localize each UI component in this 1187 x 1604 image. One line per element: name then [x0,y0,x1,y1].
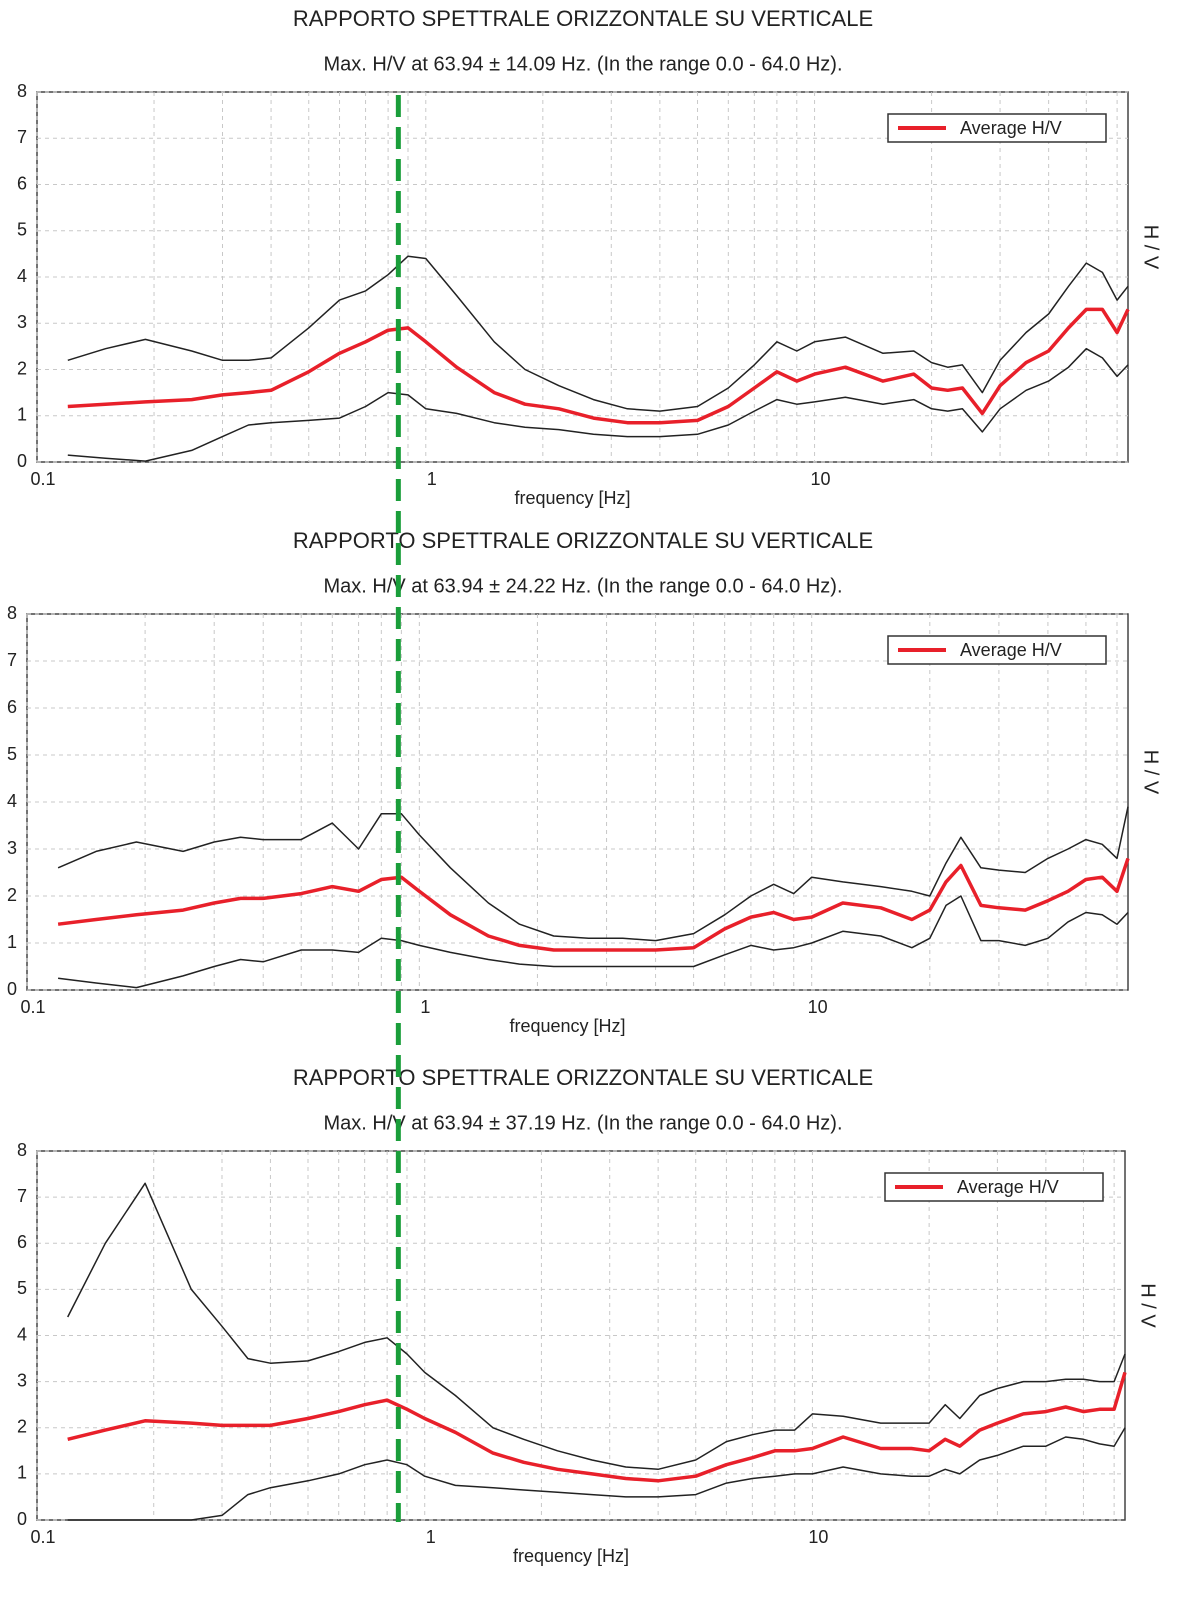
y-tick-label: 5 [17,1278,27,1298]
y-tick-label: 0 [7,979,17,999]
y-tick-label: 0 [17,1509,27,1529]
y-tick-label: 4 [17,1324,27,1344]
x-tick-label: 0.1 [30,469,55,489]
x-tick-label: 1 [426,1527,436,1547]
y-tick-label: 3 [17,312,27,332]
y-tick-label: 1 [7,932,17,952]
x-tick-label: 0.1 [20,997,45,1017]
y-tick-label: 2 [17,358,27,378]
y-tick-label: 8 [7,603,17,623]
y-tick-label: 7 [17,1186,27,1206]
series-line [67,255,1129,412]
y-tick-label: 3 [17,1370,27,1390]
y-tick-label: 4 [7,791,17,811]
y-tick-label: 1 [17,405,27,425]
y-tick-label: 1 [17,1463,27,1483]
y-tick-label: 2 [17,1417,27,1437]
x-tick-label: 10 [811,469,831,489]
y-tick-label: 6 [7,697,17,717]
y-axis-label: H / V [1137,1283,1159,1328]
y-tick-label: 8 [17,81,27,101]
y-axis-label: H / V [1140,225,1162,270]
x-axis-label: frequency [Hz] [513,1546,629,1566]
series-line [67,347,1129,462]
legend-label: Average H/V [957,1177,1059,1197]
plot-area [26,613,1129,991]
chart-subtitle: Max. H/V at 63.94 ± 14.09 Hz. (In the ra… [323,53,842,75]
chart-title: RAPPORTO SPETTRALE ORIZZONTALE SU VERTIC… [293,1065,873,1090]
series-line [57,857,1130,952]
x-tick-label: 1 [427,469,437,489]
legend-label: Average H/V [960,640,1062,660]
chart-title: RAPPORTO SPETTRALE ORIZZONTALE SU VERTIC… [293,6,873,31]
series-line [67,1182,1126,1471]
series-line [57,806,1129,942]
y-axis-label: H / V [1140,750,1162,795]
x-tick-label: 0.1 [30,1527,55,1547]
y-tick-label: 5 [17,220,27,240]
chart-subtitle: Max. H/V at 63.94 ± 37.19 Hz. (In the ra… [323,1112,842,1134]
y-tick-label: 6 [17,1232,27,1252]
x-axis-label: frequency [Hz] [509,1016,625,1036]
series-line [58,895,1129,989]
x-axis-label: frequency [Hz] [514,488,630,508]
y-tick-label: 5 [7,744,17,764]
series-line [67,307,1130,425]
x-tick-label: 10 [808,1527,828,1547]
legend-label: Average H/V [960,118,1062,138]
x-tick-label: 10 [808,997,828,1017]
chart-title: RAPPORTO SPETTRALE ORIZZONTALE SU VERTIC… [293,528,873,553]
series-line [67,1371,1127,1483]
y-tick-label: 7 [7,650,17,670]
y-tick-label: 3 [7,838,17,858]
y-tick-label: 6 [17,173,27,193]
y-tick-label: 0 [17,451,27,471]
y-tick-label: 2 [7,885,17,905]
y-tick-label: 4 [17,266,27,286]
y-tick-label: 8 [17,1140,27,1160]
chart-subtitle: Max. H/V at 63.94 ± 24.22 Hz. (In the ra… [323,575,842,597]
y-tick-label: 7 [17,127,27,147]
series-line [67,1427,1126,1521]
x-tick-label: 1 [420,997,430,1017]
